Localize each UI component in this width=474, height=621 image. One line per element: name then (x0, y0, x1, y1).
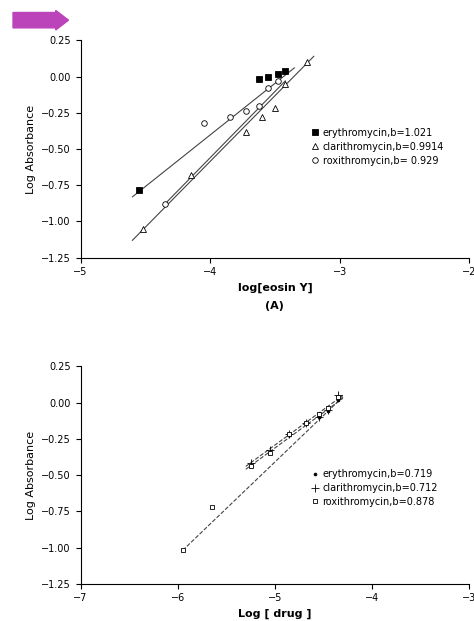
X-axis label: log[eosin Y]: log[eosin Y] (237, 283, 312, 293)
Y-axis label: Log Absorbance: Log Absorbance (26, 104, 36, 194)
Legend: erythromycin,b=1.021, clarithromycin,b=0.9914, roxithromycin,b= 0.929: erythromycin,b=1.021, clarithromycin,b=0… (311, 128, 444, 166)
X-axis label: Log [ drug ]: Log [ drug ] (238, 609, 312, 619)
Legend: erythromycin,b=0.719, clarithromycin,b=0.712, roxithromycin,b=0.878: erythromycin,b=0.719, clarithromycin,b=0… (311, 469, 438, 507)
FancyArrow shape (13, 11, 68, 30)
Text: (A): (A) (265, 301, 284, 311)
Y-axis label: Log Absorbance: Log Absorbance (26, 430, 36, 520)
